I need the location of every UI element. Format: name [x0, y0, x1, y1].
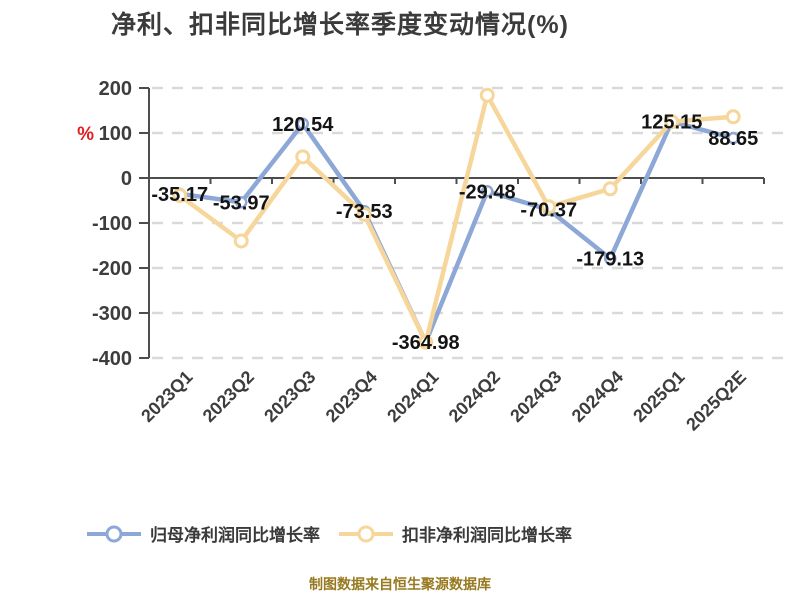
chart-title: 净利、扣非同比增长率季度变动情况(%)	[111, 11, 569, 39]
data-point-marker-1	[664, 114, 680, 130]
legend-item-net-profit-yoy[interactable]: 归母净利润同比增长率	[86, 521, 320, 546]
data-point-marker-1	[356, 206, 372, 222]
data-label: -73.53	[336, 201, 393, 223]
y-axis-tick-label: -400	[92, 348, 132, 370]
data-point-marker-0	[235, 196, 248, 209]
legend-label-deducted-profit-yoy: 扣非净利润同比增长率	[402, 526, 572, 545]
x-axis-category-label: 2023Q4	[322, 367, 381, 426]
data-point-marker-1	[602, 181, 618, 197]
x-axis-category-label: 2023Q3	[260, 367, 319, 426]
data-point-marker-1	[479, 87, 495, 103]
data-label: -70.37	[520, 200, 577, 222]
series-line-1	[177, 92, 736, 345]
data-point-marker-1	[172, 188, 188, 204]
x-axis-category-label: 2023Q2	[199, 367, 258, 426]
legend: 归母净利润同比增长率 扣非净利润同比增长率	[86, 521, 572, 546]
data-source-note: 制图数据来自恒生聚源数据库	[309, 576, 491, 592]
y-axis-unit-label: %	[77, 124, 94, 145]
y-axis-tick-label: 200	[99, 78, 132, 100]
x-axis-category-label: 2024Q3	[506, 367, 565, 426]
data-label: 88.65	[708, 128, 758, 150]
data-label: -364.98	[392, 332, 460, 354]
y-axis-tick-label: -100	[92, 213, 132, 235]
data-point-marker-0	[604, 252, 617, 265]
data-point-marker-1	[418, 334, 434, 350]
legend-label-net-profit-yoy: 归母净利润同比增长率	[150, 526, 320, 545]
data-point-marker-0	[481, 185, 494, 198]
legend-line-marker-blue-icon	[87, 525, 141, 542]
series-line-0	[177, 119, 736, 345]
data-label: -35.17	[151, 184, 208, 206]
y-axis-tick-label: -300	[92, 303, 132, 325]
data-label: -29.48	[459, 181, 516, 203]
x-axis-category-label: 2025Q2E	[682, 367, 750, 435]
data-point-marker-1	[725, 109, 741, 125]
data-label: -179.13	[576, 249, 644, 271]
x-axis-category-label: 2024Q2	[445, 367, 504, 426]
y-axis-tick-label: 0	[121, 168, 132, 190]
data-point-marker-0	[296, 117, 309, 131]
legend-line-marker-yellow-icon	[339, 525, 393, 542]
data-point-marker-0	[727, 131, 740, 145]
data-point-marker-1	[295, 149, 311, 165]
data-point-marker-1	[233, 233, 249, 249]
x-axis-category-label: 2024Q4	[568, 367, 627, 426]
data-label: 120.54	[272, 114, 334, 136]
x-axis-category-label: 2025Q1	[629, 367, 688, 426]
y-axis-tick-label: -200	[92, 258, 132, 280]
legend-item-deducted-profit-yoy[interactable]: 扣非净利润同比增长率	[338, 521, 572, 546]
x-axis-category-label: 2024Q1	[383, 367, 442, 426]
data-label: 125.15	[641, 112, 702, 134]
x-axis-category-label: 2023Q1	[137, 367, 196, 426]
data-point-marker-1	[541, 199, 557, 215]
data-label: -53.97	[213, 192, 270, 214]
y-axis-tick-label: 100	[99, 123, 132, 145]
